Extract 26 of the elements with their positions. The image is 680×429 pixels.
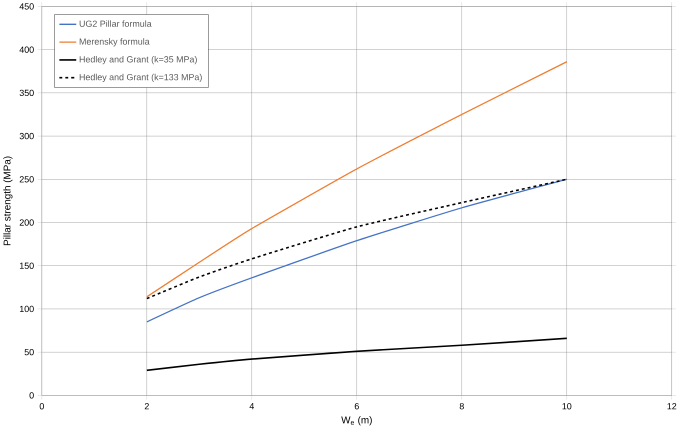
y-tick-label: 250 [20,176,34,183]
y-tick-label: 100 [20,306,34,312]
x-axis-title: W$_{e}$ (m) [341,416,372,426]
x-tick-label: 2 [144,403,149,410]
x-tick-label: 0 [40,403,44,410]
y-tick-label: 450 [19,3,34,10]
x-tick-label: 6 [354,403,359,410]
y-tick-label: 50 [24,349,34,356]
legend-label: UG2 Pillar formula [80,20,152,28]
y-tick-label: 150 [20,262,34,270]
y-tick-label: 0 [30,392,34,399]
legend-label: Hedley and Grant (k=35 MPa) [80,56,197,64]
y-tick-label: 350 [20,90,34,96]
line-series [146,178,568,323]
y-tick-label: 300 [20,133,34,140]
legend-label: Hedley and Grant (k=133 MPa) [80,74,202,82]
legend-label: Merensky formula [80,38,150,47]
x-tick-label: 8 [460,403,464,410]
x-tick-label: 4 [250,403,254,410]
y-tick-label: 200 [20,220,34,226]
y-tick-label: 400 [19,46,34,53]
x-tick-label: 12 [668,403,676,410]
line-series [146,338,568,372]
line-series [146,178,568,300]
y-axis-title: Pillar strength (MPa) [3,156,12,246]
x-tick-label: 10 [562,403,572,410]
